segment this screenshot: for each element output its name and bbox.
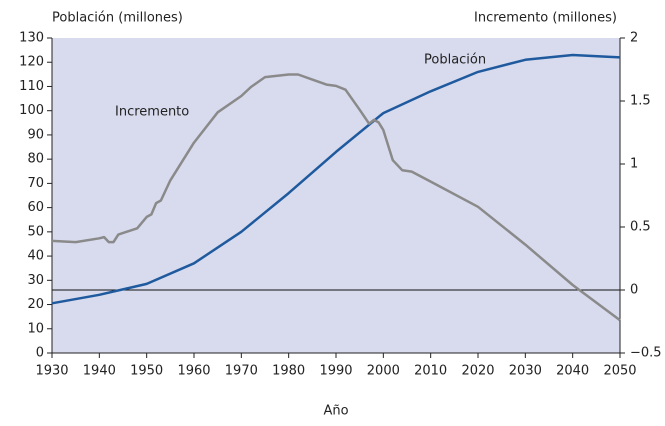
plot-background [52, 38, 620, 353]
x-tick-label: 1970 [225, 364, 258, 379]
x-tick-label: 1950 [130, 364, 163, 379]
series-line [51, 73, 621, 322]
y-tick-label: 130 [19, 31, 44, 46]
y-tick-label: 70 [27, 176, 44, 191]
y2-tick-label: 0.5 [630, 220, 651, 235]
x-tick-label: 2020 [461, 364, 494, 379]
series-line [51, 53, 621, 305]
y2-tick-label: 2 [630, 31, 638, 46]
y-tick-label: 90 [27, 127, 44, 142]
series-label: Incremento [115, 105, 189, 120]
y-tick-label: 30 [27, 273, 44, 288]
y-tick-label: 60 [27, 200, 44, 215]
y2-tick-label: 1.5 [630, 94, 651, 109]
y-tick-label: 120 [19, 55, 44, 70]
x-tick-label: 2000 [367, 364, 400, 379]
y-tick-label: 100 [19, 103, 44, 118]
x-tick-label: 1980 [272, 364, 305, 379]
y2-tick-label: −0.5 [630, 346, 662, 361]
x-tick-label: 1990 [319, 364, 352, 379]
y-axis-label: Población (millones) [52, 11, 183, 26]
y-tick-label: 50 [27, 224, 44, 239]
x-tick-label: 2030 [509, 364, 542, 379]
x-tick-label: 2040 [556, 364, 589, 379]
y-tick-label: 10 [27, 321, 44, 336]
x-tick-label: 2050 [603, 364, 636, 379]
x-tick-label: 1940 [83, 364, 116, 379]
y-tick-label: 110 [19, 79, 44, 94]
y2-tick-label: 0 [630, 283, 638, 298]
x-tick-label: 2010 [414, 364, 447, 379]
y-tick-label: 80 [27, 152, 44, 167]
x-axis-label: Año [323, 404, 348, 419]
y-tick-label: 0 [36, 346, 44, 361]
x-tick-label: 1930 [35, 364, 68, 379]
y2-tick-label: 1 [630, 157, 638, 172]
y-tick-label: 20 [27, 297, 44, 312]
x-tick-label: 1960 [177, 364, 210, 379]
series-label: Población [424, 53, 486, 68]
y2-axis-label: Incremento (millones) [474, 11, 617, 26]
y-tick-label: 40 [27, 249, 44, 264]
